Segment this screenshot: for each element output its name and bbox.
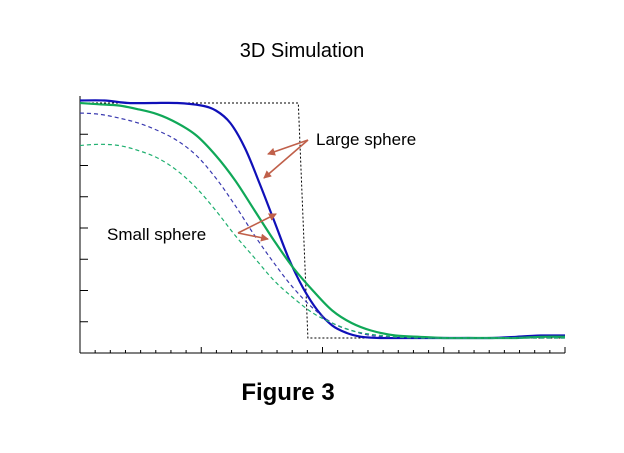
figure-caption: Figure 3 — [241, 379, 335, 406]
series-layer — [79, 99, 566, 340]
annotation-large-sphere: Large sphere — [316, 130, 416, 149]
chart-title: 3D Simulation — [239, 40, 365, 62]
annotation-arrow — [237, 213, 277, 234]
annotation-arrow — [263, 139, 309, 179]
annotation-arrow — [267, 139, 309, 156]
series-line-small-dashed-green — [79, 143, 565, 339]
annotation-small-sphere: Small sphere — [107, 225, 206, 244]
annotation-layer: Large sphere Small sphere — [107, 130, 416, 244]
annotation-arrow — [237, 232, 269, 242]
